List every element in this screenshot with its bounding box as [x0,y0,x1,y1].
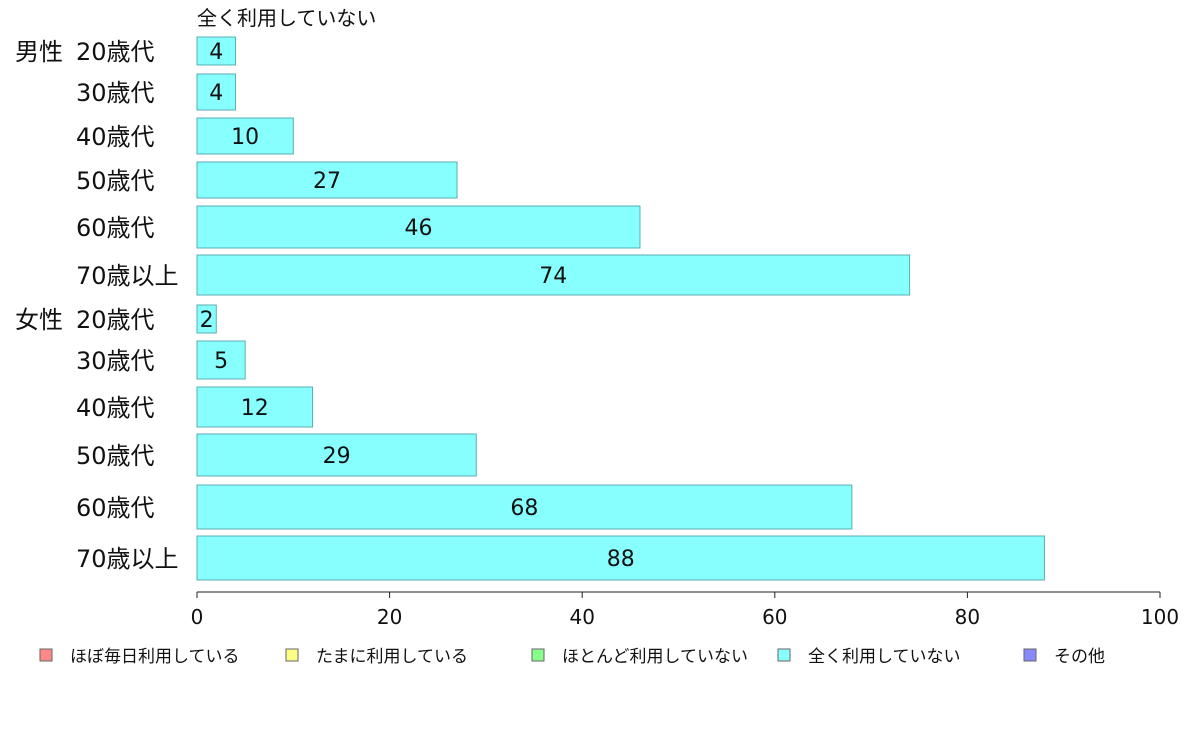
legend-label: ほぼ毎日利用している [70,647,240,667]
bar-value-label: 29 [323,444,351,469]
legend-swatch [777,648,791,662]
legend-label: ほとんど利用していない [562,647,748,667]
bar [196,161,458,199]
bar-value-label: 12 [241,396,269,421]
bar-value-label: 88 [607,547,635,572]
category-label: 20歳代 [76,38,155,66]
category-label: 20歳代 [76,306,155,334]
category-label: 50歳代 [76,442,155,470]
category-label: 30歳代 [76,347,155,375]
x-tick-label: 60 [762,605,787,629]
bar [196,254,911,296]
group-label: 女性 [15,306,63,334]
bar [196,386,314,428]
bar [196,73,237,111]
series-label: 全く利用していない [197,6,376,30]
x-tick-label: 0 [191,605,204,629]
category-label: 40歳代 [76,123,155,151]
bar [196,433,477,477]
legend-swatch [285,648,299,662]
bar [196,36,237,66]
bar-value-label: 5 [214,349,228,374]
category-label: 60歳代 [76,494,155,522]
group-label: 男性 [15,38,63,66]
bar [196,304,217,334]
category-label: 40歳代 [76,394,155,422]
x-tick-label: 40 [569,605,594,629]
category-label: 50歳代 [76,167,155,195]
bar [196,117,294,155]
legend-label: その他 [1054,647,1105,667]
bar [196,205,641,249]
x-tick-label: 80 [955,605,980,629]
bar-value-label: 2 [200,308,214,333]
legend-label: たまに利用している [316,647,468,667]
bar [196,535,1045,581]
bar [196,484,853,530]
bar-value-label: 74 [539,264,567,289]
bar-value-label: 4 [209,40,223,65]
legend: ほぼ毎日利用している たまに利用している ほとんど利用していない 全く利用していない そ… [39,647,1105,667]
legend-swatch [39,648,53,662]
category-label: 30歳代 [76,79,155,107]
bar [196,340,246,380]
category-label: 70歳以上 [76,545,179,573]
bar-value-label: 4 [209,81,223,106]
legend-swatch [1023,648,1037,662]
legend-swatch [531,648,545,662]
bar-value-label: 68 [510,496,538,521]
category-label: 60歳代 [76,214,155,242]
x-tick-label: 20 [377,605,402,629]
legend-label: 全く利用していない [808,647,961,667]
x-tick-label: 100 [1141,605,1179,629]
bars: 4 20歳代 4 30歳代 10 40歳代 27 50歳代 46 60歳代 74 70歳以上 2 20歳代… [15,36,1045,581]
category-label: 70歳以上 [76,262,179,290]
bar-value-label: 46 [404,216,432,241]
bar-value-label: 10 [231,125,259,150]
bar-value-label: 27 [313,169,341,194]
x-axis: 0 20 40 60 80 100 [191,591,1179,629]
